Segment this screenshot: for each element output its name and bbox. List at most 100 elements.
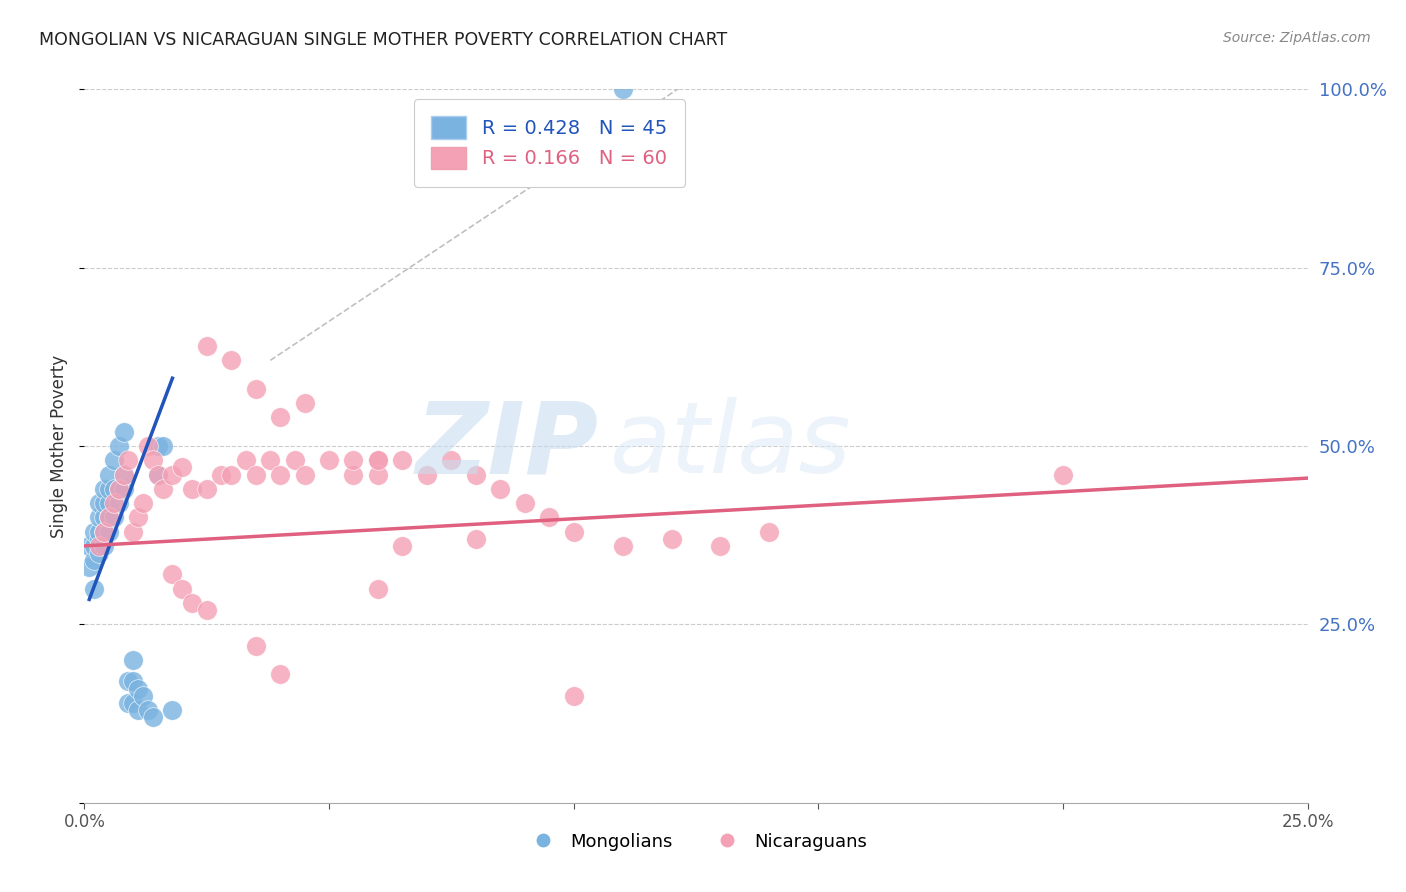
Point [245, 467, 267, 482]
Y-axis label: Single Mother Poverty: Single Mother Poverty [51, 354, 69, 538]
Point [122, 653, 145, 667]
Point [318, 453, 340, 467]
Point [97, 496, 120, 510]
Point [83, 539, 105, 553]
Point [195, 339, 218, 353]
Point [117, 674, 139, 689]
Point [538, 510, 561, 524]
Point [93, 510, 115, 524]
Point [219, 467, 242, 482]
Point [93, 482, 115, 496]
Point [103, 510, 125, 524]
Point [136, 439, 159, 453]
Point [112, 467, 135, 482]
Point [97, 510, 120, 524]
Point [294, 396, 316, 410]
Point [142, 710, 165, 724]
Point [758, 524, 780, 539]
Point [367, 467, 389, 482]
Point [136, 703, 159, 717]
Point [107, 482, 129, 496]
Point [103, 482, 125, 496]
Point [97, 510, 120, 524]
Point [245, 382, 267, 396]
Point [661, 532, 683, 546]
Point [209, 467, 232, 482]
Point [269, 410, 291, 425]
Point [117, 453, 139, 467]
Point [367, 453, 389, 467]
Point [172, 460, 194, 475]
Point [112, 467, 135, 482]
Point [562, 689, 585, 703]
Point [122, 674, 145, 689]
Point [87, 546, 110, 560]
Point [107, 482, 129, 496]
Point [152, 439, 174, 453]
Point [77, 560, 100, 574]
Point [93, 496, 115, 510]
Point [464, 467, 486, 482]
Point [162, 567, 184, 582]
Point [219, 353, 242, 368]
Point [93, 524, 115, 539]
Point [107, 496, 129, 510]
Point [269, 667, 291, 681]
Point [612, 82, 634, 96]
Point [103, 496, 125, 510]
Point [146, 467, 169, 482]
Point [342, 467, 364, 482]
Point [83, 582, 105, 596]
Point [284, 453, 307, 467]
Point [87, 532, 110, 546]
Point [367, 453, 389, 467]
Point [513, 496, 536, 510]
Point [612, 539, 634, 553]
Point [172, 582, 194, 596]
Point [97, 482, 120, 496]
Point [146, 439, 169, 453]
Point [77, 539, 100, 553]
Point [259, 453, 281, 467]
Point [87, 539, 110, 553]
Point [269, 467, 291, 482]
Point [1052, 467, 1074, 482]
Text: atlas: atlas [610, 398, 852, 494]
Point [127, 510, 149, 524]
Point [97, 524, 120, 539]
Point [416, 467, 439, 482]
Point [391, 539, 413, 553]
Point [93, 539, 115, 553]
Point [440, 453, 463, 467]
Point [97, 467, 120, 482]
Point [127, 681, 149, 696]
Point [112, 425, 135, 439]
Point [195, 482, 218, 496]
Point [83, 553, 105, 567]
Legend: Mongolians, Nicaraguans: Mongolians, Nicaraguans [517, 826, 875, 858]
Point [391, 453, 413, 467]
Text: ZIP: ZIP [415, 398, 598, 494]
Point [162, 703, 184, 717]
Point [294, 467, 316, 482]
Point [709, 539, 731, 553]
Point [87, 524, 110, 539]
Point [83, 524, 105, 539]
Point [162, 467, 184, 482]
Point [152, 482, 174, 496]
Point [127, 703, 149, 717]
Text: Source: ZipAtlas.com: Source: ZipAtlas.com [1223, 31, 1371, 45]
Point [117, 696, 139, 710]
Point [181, 482, 204, 496]
Point [122, 696, 145, 710]
Point [87, 496, 110, 510]
Point [103, 453, 125, 467]
Point [245, 639, 267, 653]
Point [93, 524, 115, 539]
Point [181, 596, 204, 610]
Point [562, 524, 585, 539]
Point [146, 467, 169, 482]
Point [464, 532, 486, 546]
Point [122, 524, 145, 539]
Point [489, 482, 512, 496]
